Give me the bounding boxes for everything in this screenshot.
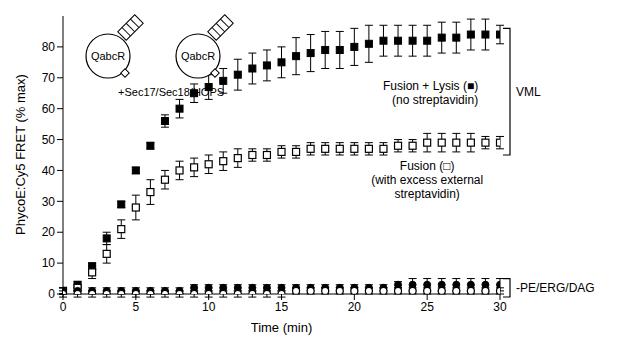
svg-text:Time (min): Time (min) xyxy=(251,320,313,335)
svg-text:10: 10 xyxy=(202,300,216,314)
svg-text:QabcR: QabcR xyxy=(91,50,125,62)
svg-text:70: 70 xyxy=(42,71,56,85)
svg-text:5: 5 xyxy=(132,300,139,314)
svg-text:50: 50 xyxy=(42,133,56,147)
svg-text:80: 80 xyxy=(42,40,56,54)
svg-text:30: 30 xyxy=(493,300,507,314)
svg-text:60: 60 xyxy=(42,102,56,116)
svg-text:0: 0 xyxy=(60,300,67,314)
svg-text:0: 0 xyxy=(48,287,55,301)
svg-text:(no streptavidin): (no streptavidin) xyxy=(392,93,478,107)
svg-text:30: 30 xyxy=(42,195,56,209)
svg-text:25: 25 xyxy=(420,300,434,314)
svg-text:VML: VML xyxy=(516,85,541,99)
svg-text:20: 20 xyxy=(42,225,56,239)
svg-text:+Sec17/Sec18/HOPS: +Sec17/Sec18/HOPS xyxy=(118,86,224,98)
svg-text:10: 10 xyxy=(42,256,56,270)
svg-text:40: 40 xyxy=(42,164,56,178)
svg-text:15: 15 xyxy=(275,300,289,314)
svg-text:Fusion + Lysis (■): Fusion + Lysis (■) xyxy=(383,79,478,93)
svg-text:-PE/ERG/DAG: -PE/ERG/DAG xyxy=(516,281,595,295)
svg-text:20: 20 xyxy=(348,300,362,314)
svg-text:Fusion (□): Fusion (□) xyxy=(400,159,455,173)
svg-text:(with excess external: (with excess external xyxy=(371,173,483,187)
svg-text:PhycoE:Cy5 FRET (% max): PhycoE:Cy5 FRET (% max) xyxy=(13,74,28,235)
svg-text:QabcR: QabcR xyxy=(181,50,215,62)
svg-text:streptavidin): streptavidin) xyxy=(394,187,459,201)
